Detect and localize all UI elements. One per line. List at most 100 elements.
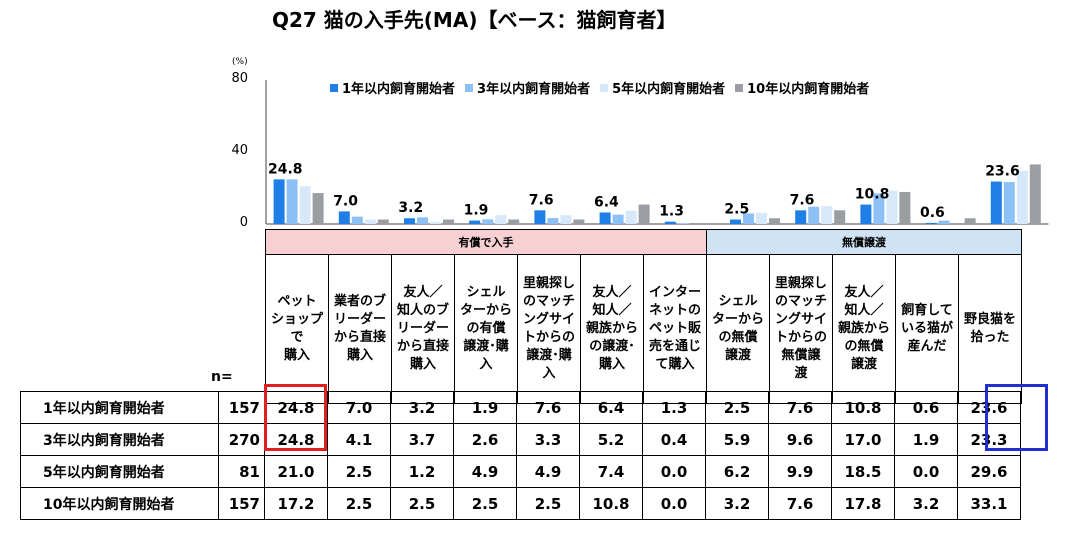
row-n: 81: [218, 455, 265, 488]
legend-item: 3年以内飼育開始者: [465, 78, 590, 97]
bar: [756, 212, 767, 224]
category-label: 里親探し のマッチ ングサイ トからの 無償譲渡: [769, 254, 833, 404]
legend-swatch: [735, 83, 744, 92]
bar: [482, 219, 494, 224]
bar: [612, 214, 624, 224]
table-cell: 7.0: [327, 391, 391, 424]
bar: [495, 215, 507, 224]
category-label: 野良猫を 拾った: [958, 254, 1022, 404]
bar: [338, 211, 350, 224]
row-n: 270: [218, 423, 265, 456]
bar: [638, 204, 650, 224]
bar: [377, 219, 389, 224]
bar: [899, 191, 911, 224]
table-cell: 10.8: [831, 391, 895, 424]
bar: [351, 216, 363, 224]
legend-item: 5年以内飼育開始者: [600, 78, 725, 97]
data-label: 7.6: [790, 192, 815, 208]
table-cell: 4.9: [453, 455, 517, 488]
table-cell: 23.6: [957, 391, 1021, 424]
bar: [560, 215, 572, 224]
group-header-row: 有償で入手 無償譲渡: [265, 229, 1022, 255]
legend-label: 10年以内飼育開始者: [747, 82, 870, 97]
n-label: n=: [211, 369, 233, 385]
legend-swatch: [330, 83, 338, 92]
table-row: 5年以内飼育開始者 81 21.0 2.5 1.2 4.9 4.9 7.4 0.0 6.2 9.9 1…: [20, 455, 1021, 488]
category-label-row: ペット ショップで 購入 業者のブ リーダー から直接 購入 友人／ 知人のブ リーダー から直接購…: [265, 254, 1022, 404]
table-cell: 21.0: [264, 455, 328, 488]
row-n: 157: [218, 487, 265, 520]
bar: [312, 193, 324, 224]
bar: [417, 217, 428, 224]
bar: [938, 220, 950, 224]
table-cell: 7.6: [768, 487, 832, 520]
category-label: 友人／ 知人／ 親族から の無償 譲渡: [832, 254, 896, 404]
category-header-table: 有償で入手 無償譲渡 ペット ショップで 購入 業者のブ リーダー から直接 購入 友人／ 知人の…: [265, 229, 1022, 404]
bar: [873, 193, 885, 224]
data-table: 1年以内飼育開始者 157 24.8 7.0 3.2 1.9 7.6 6.4 1.3 2.5 7.6…: [20, 391, 1021, 520]
row-n: 157: [218, 391, 265, 424]
data-label: 10.8: [855, 187, 890, 203]
table-cell: 18.5: [831, 455, 895, 488]
bar: [677, 223, 689, 224]
table-cell: 1.9: [453, 391, 517, 424]
data-label: 0.6: [920, 205, 945, 221]
y-axis-unit: (%): [232, 57, 248, 67]
bar: [534, 210, 546, 224]
data-label: 2.5: [724, 202, 749, 218]
data-label: 6.4: [594, 194, 619, 210]
data-label: 1.9: [464, 203, 489, 219]
bar: [1003, 182, 1015, 224]
row-label: 1年以内飼育開始者: [20, 391, 219, 424]
table-cell: 2.5: [327, 455, 391, 488]
table-cell: 4.9: [516, 455, 580, 488]
highlight-box-red: [264, 384, 327, 451]
y-tick-label: 0: [239, 215, 248, 230]
table-cell: 1.9: [894, 423, 958, 456]
category-label: 友人／ 知人のブ リーダー から直接 購入: [391, 254, 455, 404]
table-cell: 2.5: [453, 487, 517, 520]
group-header: 有償で入手: [265, 229, 707, 255]
legend-swatch: [600, 83, 609, 92]
table-cell: 2.5: [327, 487, 391, 520]
table-cell: 10.8: [579, 487, 643, 520]
category-label: 業者のブ リーダー から直接 購入: [328, 254, 392, 404]
legend-item: 10年以内飼育開始者: [735, 78, 869, 97]
table-cell: 29.6: [957, 455, 1021, 488]
table-cell: 6.4: [579, 391, 643, 424]
table-cell: 9.6: [768, 423, 832, 456]
row-label: 3年以内飼育開始者: [20, 423, 219, 456]
table-cell: 7.4: [579, 455, 643, 488]
legend-label: 3年以内飼育開始者: [477, 82, 591, 97]
bar: [573, 219, 585, 224]
y-tick-label: 40: [231, 143, 248, 158]
table-cell: 1.2: [390, 455, 454, 488]
bar: [1016, 170, 1028, 224]
bar: [860, 204, 872, 224]
data-label: 7.6: [529, 192, 554, 208]
table-cell: 3.2: [705, 487, 769, 520]
legend-item: 1年以内飼育開始者: [330, 78, 455, 97]
table-cell: 2.5: [390, 487, 454, 520]
row-label: 5年以内飼育開始者: [20, 455, 219, 488]
bar: [821, 206, 833, 224]
bar: [730, 219, 741, 224]
table-cell: 0.6: [894, 391, 958, 424]
category-label: シェル ターから の無償 譲渡: [706, 254, 770, 404]
table-cell: 2.5: [705, 391, 769, 424]
table-cell: 17.0: [831, 423, 895, 456]
bar: [508, 219, 520, 224]
table-cell: 9.9: [768, 455, 832, 488]
table-cell: 33.1: [957, 487, 1021, 520]
row-label: 10年以内飼育開始者: [20, 487, 219, 520]
table-cell: 0.4: [642, 423, 706, 456]
data-label: 1.3: [659, 204, 684, 220]
bar: [964, 218, 976, 224]
bar: [286, 179, 298, 224]
table-cell: 3.3: [516, 423, 580, 456]
legend-swatch: [465, 83, 474, 92]
table-cell: 2.5: [516, 487, 580, 520]
bar: [1029, 164, 1041, 224]
table-cell: 17.8: [831, 487, 895, 520]
table-cell: 3.2: [894, 487, 958, 520]
